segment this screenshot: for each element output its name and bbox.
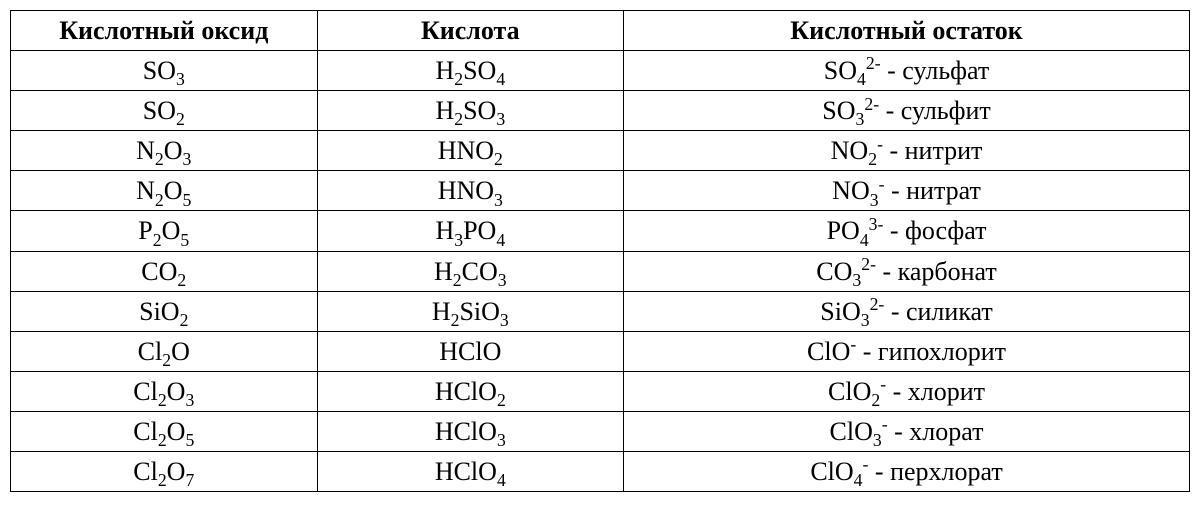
col-header-acid: Кислота <box>317 11 624 51</box>
cell-acid: HClO4 <box>317 452 624 492</box>
table-row: N2O3HNO2NO2- - нитрит <box>11 131 1190 171</box>
cell-residue: ClO- - гипохлорит <box>624 331 1190 371</box>
cell-residue: ClO3- - хлорат <box>624 411 1190 451</box>
table-row: Cl2O5HClO3ClO3- - хлорат <box>11 411 1190 451</box>
cell-oxide: Cl2O3 <box>11 371 318 411</box>
cell-oxide: CO2 <box>11 251 318 291</box>
table-row: Cl2O3HClO2ClO2- - хлорит <box>11 371 1190 411</box>
table-row: Cl2OHClOClO- - гипохлорит <box>11 331 1190 371</box>
col-header-residue: Кислотный остаток <box>624 11 1190 51</box>
table-row: SiO2H2SiO3SiO32- - силикат <box>11 291 1190 331</box>
cell-residue: ClO4- - перхлорат <box>624 452 1190 492</box>
table-row: SO3H2SO4SO42- - сульфат <box>11 51 1190 91</box>
cell-residue: NO3- - нитрат <box>624 171 1190 211</box>
cell-residue: SiO32- - силикат <box>624 291 1190 331</box>
cell-oxide: Cl2O5 <box>11 411 318 451</box>
cell-acid: H3PO4 <box>317 211 624 251</box>
cell-acid: HNO3 <box>317 171 624 211</box>
cell-acid: HClO2 <box>317 371 624 411</box>
acid-oxide-table: Кислотный оксид Кислота Кислотный остато… <box>10 10 1190 492</box>
cell-oxide: Cl2O <box>11 331 318 371</box>
cell-acid: H2SO4 <box>317 51 624 91</box>
cell-residue: PO43- - фосфат <box>624 211 1190 251</box>
cell-residue: ClO2- - хлорит <box>624 371 1190 411</box>
cell-oxide: N2O5 <box>11 171 318 211</box>
cell-acid: HClO <box>317 331 624 371</box>
table-header-row: Кислотный оксид Кислота Кислотный остато… <box>11 11 1190 51</box>
cell-acid: H2SiO3 <box>317 291 624 331</box>
cell-oxide: P2O5 <box>11 211 318 251</box>
cell-oxide: Cl2O7 <box>11 452 318 492</box>
cell-acid: HNO2 <box>317 131 624 171</box>
table-row: SO2H2SO3SO32- - сульфит <box>11 91 1190 131</box>
cell-oxide: SiO2 <box>11 291 318 331</box>
cell-oxide: SO3 <box>11 51 318 91</box>
cell-oxide: SO2 <box>11 91 318 131</box>
cell-residue: CO32- - карбонат <box>624 251 1190 291</box>
table-row: CO2H2CO3CO32- - карбонат <box>11 251 1190 291</box>
cell-acid: H2SO3 <box>317 91 624 131</box>
cell-acid: H2CO3 <box>317 251 624 291</box>
cell-residue: SO32- - сульфит <box>624 91 1190 131</box>
table-row: N2O5HNO3NO3- - нитрат <box>11 171 1190 211</box>
col-header-oxide: Кислотный оксид <box>11 11 318 51</box>
cell-acid: HClO3 <box>317 411 624 451</box>
table-row: Cl2O7HClO4ClO4- - перхлорат <box>11 452 1190 492</box>
cell-residue: NO2- - нитрит <box>624 131 1190 171</box>
cell-oxide: N2O3 <box>11 131 318 171</box>
table-row: P2O5H3PO4PO43- - фосфат <box>11 211 1190 251</box>
cell-residue: SO42- - сульфат <box>624 51 1190 91</box>
